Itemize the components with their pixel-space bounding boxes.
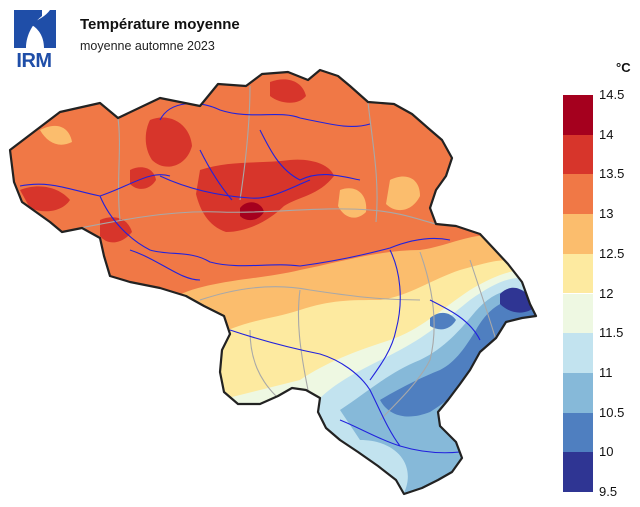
legend-unit: °C <box>616 60 631 75</box>
legend-swatch <box>563 95 593 135</box>
legend-tick-label: 9.5 <box>599 484 618 499</box>
legend-swatch <box>563 214 593 254</box>
map-subtitle: moyenne automne 2023 <box>80 39 215 53</box>
legend-swatch <box>563 174 593 215</box>
legend-tick-label: 14.5 <box>599 87 625 102</box>
legend-swatch <box>563 372 593 413</box>
legend-tick-label: 11.5 <box>599 325 624 341</box>
legend-tick-label: 14 <box>599 126 614 142</box>
legend-tick-label: 10.5 <box>599 404 625 420</box>
color-legend <box>563 95 593 492</box>
legend-swatch <box>563 134 593 175</box>
legend-swatch <box>563 293 593 334</box>
legend-tick-label: 13 <box>599 206 614 222</box>
legend-tick-label: 12.5 <box>599 245 625 261</box>
legend-tick-label: 13.5 <box>599 166 625 182</box>
legend-swatch <box>563 452 593 492</box>
legend-tick-label: 11 <box>599 364 613 380</box>
legend-swatch <box>563 253 593 294</box>
legend-swatch <box>563 412 593 453</box>
legend-swatch <box>563 333 593 373</box>
legend-tick-label: 10 <box>599 444 614 460</box>
legend-tick-label: 12 <box>599 285 614 301</box>
logo-text: IRM <box>16 50 52 72</box>
map-title: Température moyenne <box>80 16 240 33</box>
irm-logo <box>14 10 56 48</box>
